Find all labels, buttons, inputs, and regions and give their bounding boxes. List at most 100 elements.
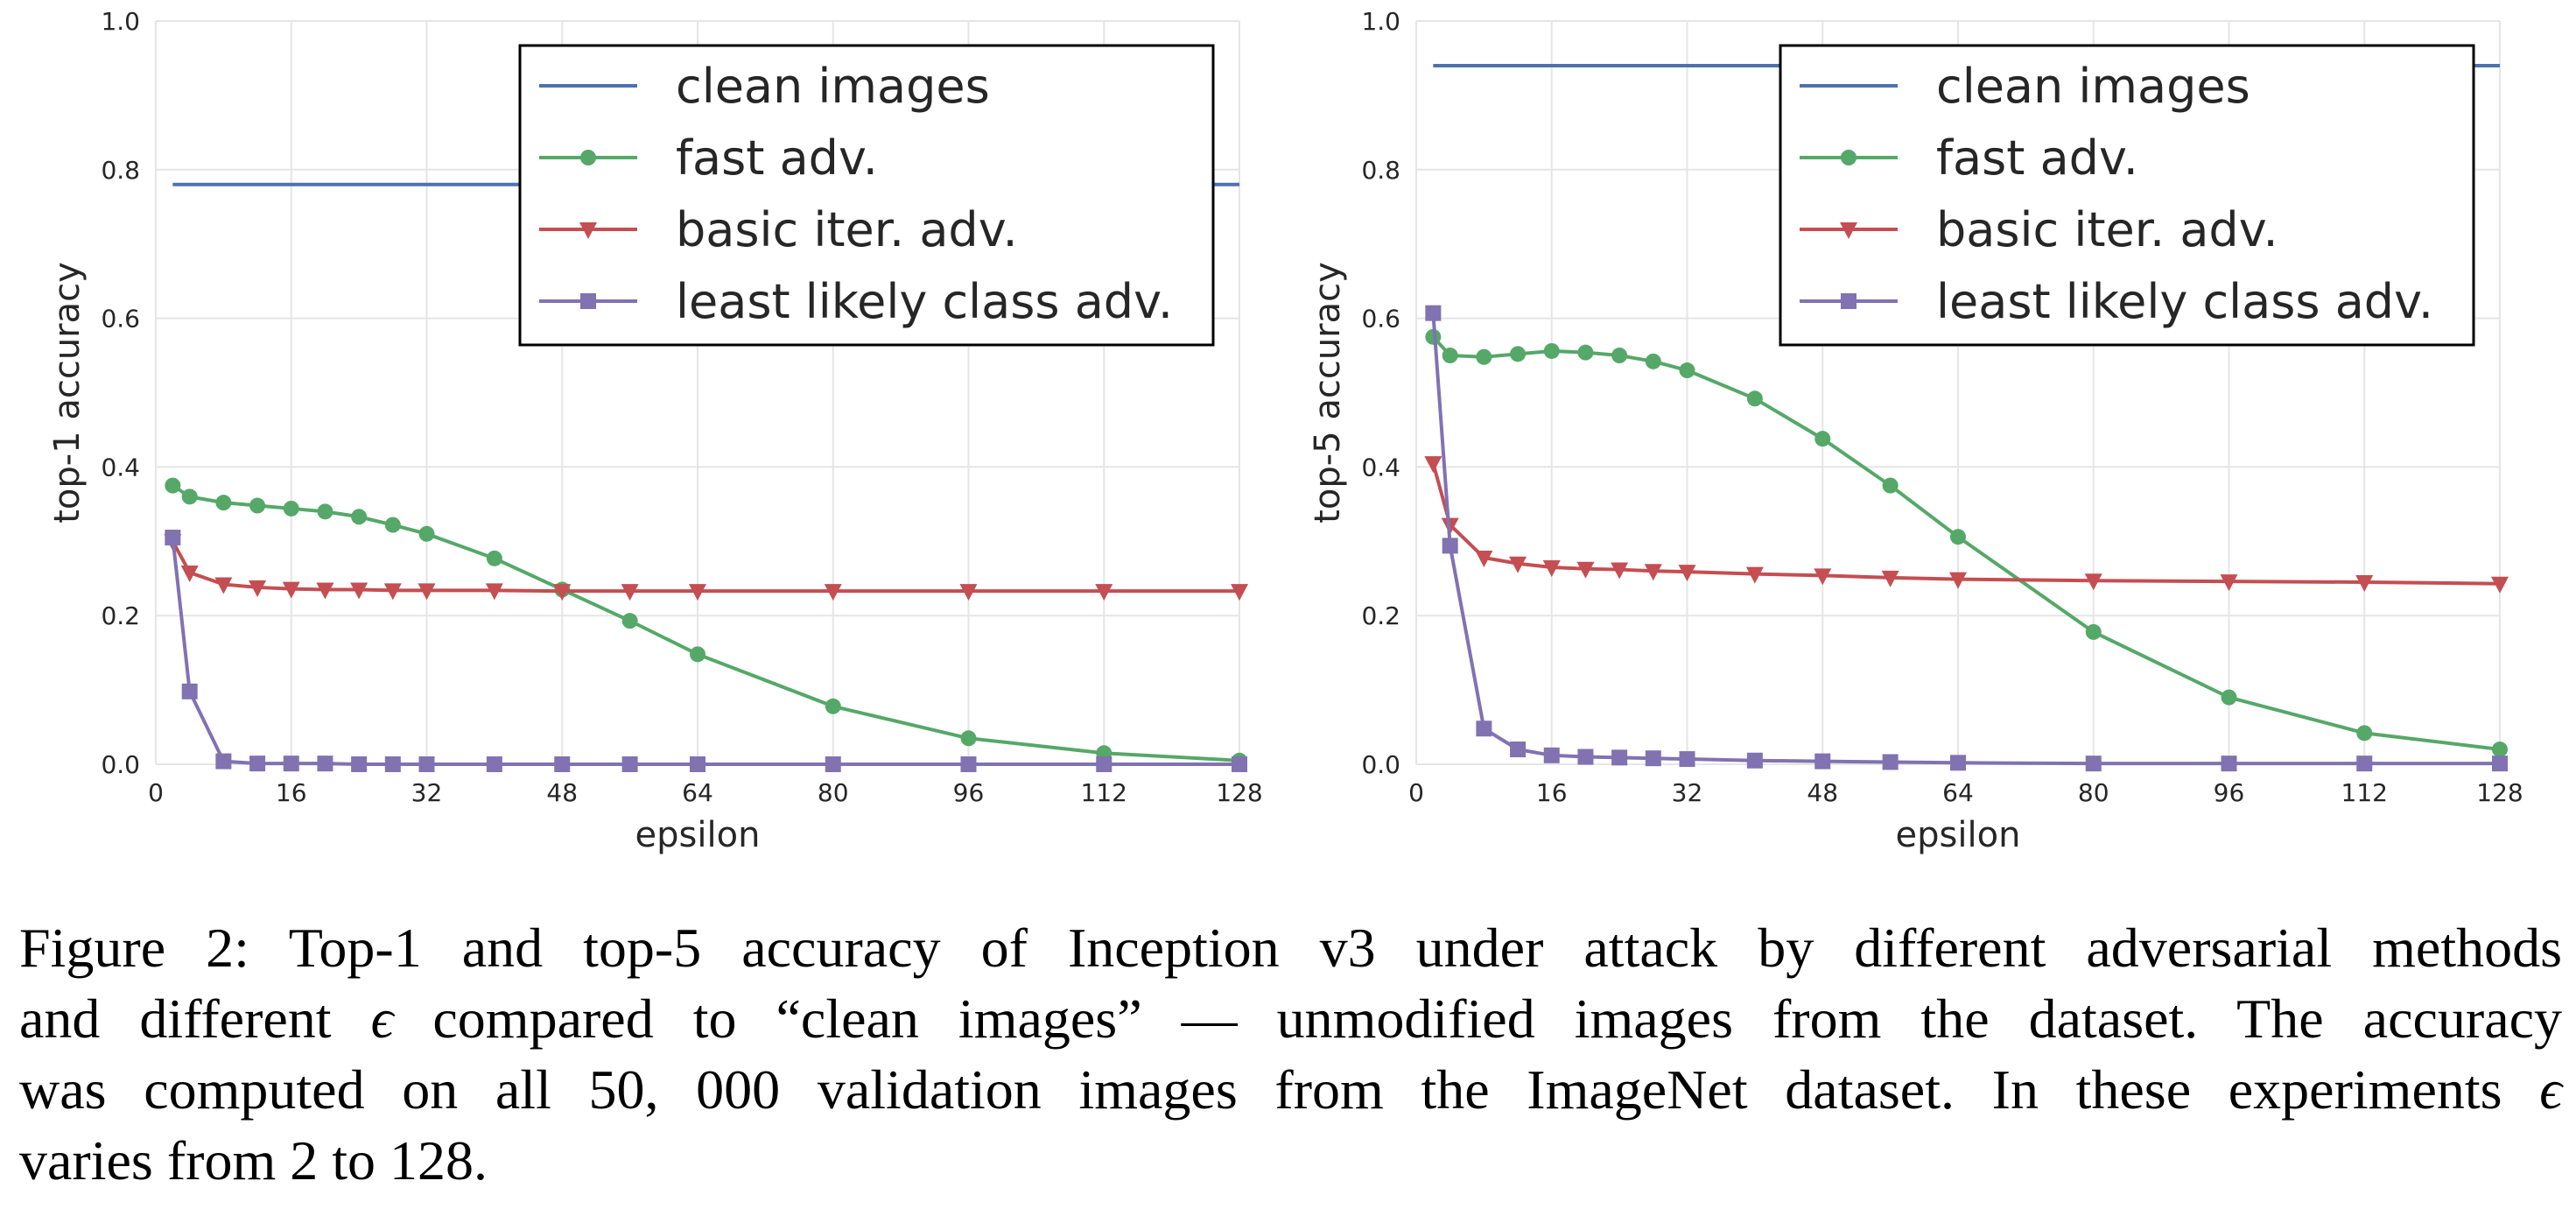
data-point (351, 509, 368, 525)
legend-label: clean images (676, 59, 990, 114)
data-point (418, 756, 435, 772)
data-point (1881, 570, 1899, 587)
x-tick-label: 112 (1081, 778, 1127, 807)
data-point (1644, 564, 1662, 581)
legend-marker (1840, 222, 1857, 239)
data-point (1424, 456, 1442, 474)
data-point (1611, 749, 1628, 766)
data-point (282, 581, 300, 599)
legend-label: basic iter. adv. (1936, 202, 2278, 257)
x-axis-label: epsilon (1896, 815, 2021, 855)
figure-caption: Figure 2: Top-1 and top-5 accuracy of In… (19, 912, 2562, 1196)
data-point (350, 582, 369, 600)
epsilon-symbol: ϵ (370, 988, 394, 1050)
x-tick-label: 0 (148, 778, 164, 807)
data-point (215, 495, 232, 511)
caption-text: compared to “clean images” — unmodified … (393, 988, 2563, 1050)
x-tick-label: 128 (2476, 778, 2523, 807)
data-point (2085, 623, 2102, 640)
data-point (1814, 431, 1831, 447)
data-point (384, 517, 401, 533)
data-point (1679, 751, 1695, 768)
data-point (1096, 756, 1113, 772)
data-point (1814, 753, 1831, 770)
data-point (1425, 305, 1442, 321)
data-point (1950, 529, 1966, 545)
data-point (249, 756, 266, 772)
series-line (1431, 462, 2501, 586)
data-point (1577, 749, 1594, 765)
data-point (2492, 742, 2508, 758)
data-point (825, 756, 841, 772)
data-point (2221, 756, 2237, 772)
legend-marker (580, 150, 596, 165)
data-point (1543, 747, 1560, 763)
x-tick-label: 96 (953, 778, 985, 807)
data-point (1611, 562, 1629, 580)
y-tick-label: 0.2 (1361, 601, 1400, 630)
data-point (1543, 342, 1560, 359)
caption-line-1: Figure 2: Top-1 and top-5 accuracy of In… (19, 917, 2562, 979)
data-point (215, 753, 232, 770)
data-point (1746, 390, 1763, 407)
x-tick-label: 80 (2078, 778, 2109, 807)
data-point (1232, 756, 1247, 772)
legend-label: fast adv. (1936, 130, 2138, 186)
y-tick-label: 0.2 (101, 601, 140, 630)
legend-box (1779, 44, 2475, 347)
data-point (181, 683, 198, 699)
data-point (1611, 348, 1628, 364)
y-tick-label: 0.8 (1361, 156, 1400, 185)
data-point (2491, 576, 2509, 594)
legend-marker (1841, 293, 1857, 309)
y-tick-label: 0.4 (1361, 453, 1400, 481)
data-point (1645, 353, 1661, 369)
legend-box (518, 44, 1215, 347)
data-point (2356, 725, 2373, 742)
y-tick-label: 0.8 (101, 156, 140, 185)
y-tick-label: 0.0 (101, 750, 140, 779)
top5-accuracy-chart: 0 16 32 48 64 80 96 112 128 0.0 0.2 0.4 0.6 0.8 1.0 eps… (1308, 7, 2523, 855)
data-point (553, 584, 572, 601)
x-tick-label: 16 (276, 778, 307, 807)
data-point (2085, 756, 2102, 772)
legend-label: clean images (1936, 59, 2250, 114)
x-tick-label: 64 (682, 778, 713, 807)
data-point (959, 584, 978, 601)
data-point (1577, 344, 1594, 361)
y-tick-label: 0.4 (101, 453, 140, 481)
data-point (824, 584, 842, 601)
y-axis-label: top-5 accuracy (1308, 262, 1348, 524)
data-point (960, 756, 977, 772)
data-point (689, 584, 706, 601)
x-tick-label: 32 (1672, 778, 1703, 807)
data-point (1882, 754, 1899, 770)
data-point (2221, 689, 2237, 706)
legend-marker (1841, 150, 1857, 165)
x-tick-label: 32 (411, 778, 443, 807)
data-point (1949, 572, 1967, 589)
data-point (1679, 362, 1695, 379)
data-point (825, 698, 841, 714)
y-tick-label: 1.0 (1361, 7, 1400, 36)
data-point (165, 477, 181, 494)
caption-text: and different (19, 988, 371, 1050)
data-point (1442, 348, 1458, 364)
data-point (1476, 348, 1492, 365)
data-point (249, 580, 267, 597)
data-point (165, 530, 181, 546)
data-point (249, 497, 266, 514)
data-point (2356, 756, 2373, 772)
data-point (621, 584, 639, 601)
data-point (1542, 560, 1561, 578)
epsilon-symbol: ϵ (2539, 1058, 2562, 1121)
data-point (1746, 752, 1763, 769)
top1-accuracy-chart: 0 16 32 48 64 80 96 112 128 0.0 0.2 0.4 0.6 0.8 1.0 eps… (47, 7, 1263, 855)
x-tick-label: 48 (1807, 778, 1838, 807)
data-point (1231, 584, 1248, 601)
data-point (2492, 756, 2508, 772)
series-line (1431, 335, 2501, 752)
series-line (171, 537, 1239, 766)
y-tick-label: 0.6 (101, 305, 140, 334)
data-point (418, 525, 435, 542)
